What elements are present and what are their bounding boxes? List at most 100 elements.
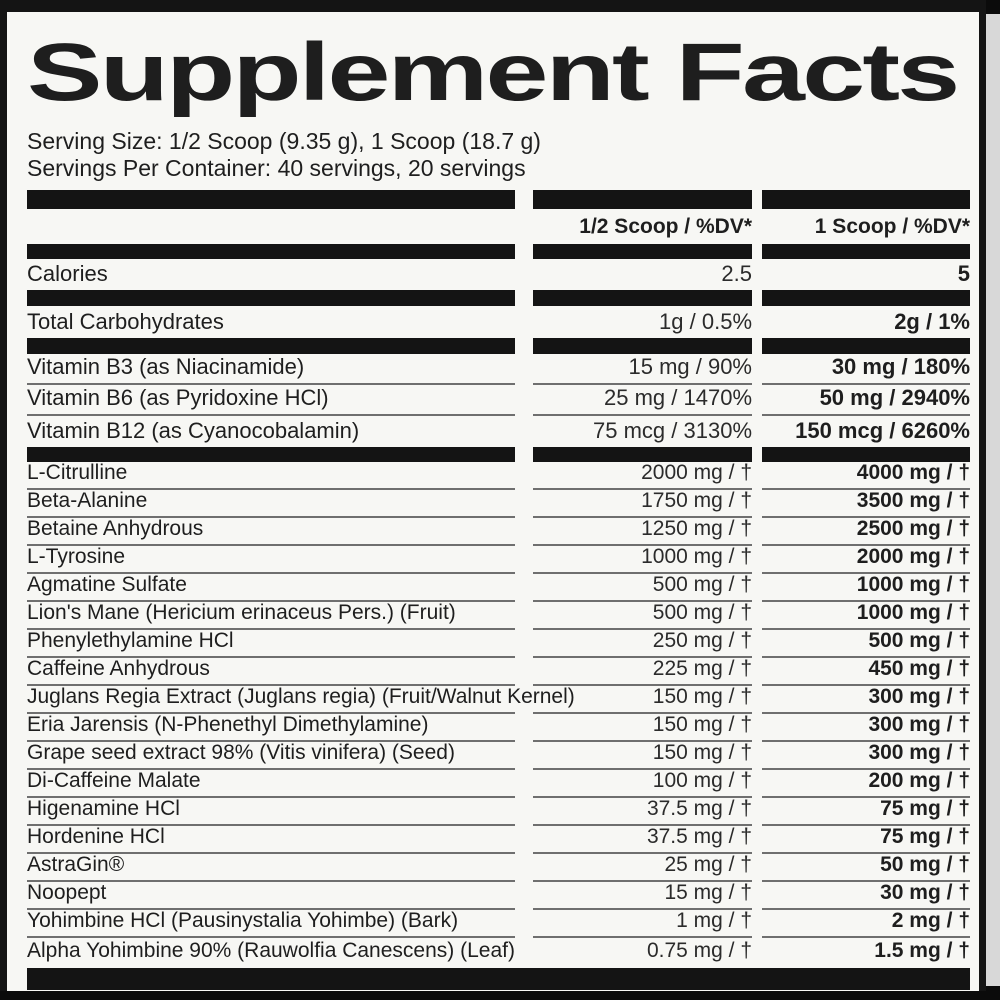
one-scoop-value: 300 mg / † xyxy=(762,713,970,742)
ingredient-name: Agmatine Sulfate xyxy=(27,573,515,602)
ingredient-name: Hordenine HCl xyxy=(27,825,515,854)
ingredient-name: Beta-Alanine xyxy=(27,489,515,518)
ingredient-name: AstraGin® xyxy=(27,853,515,882)
half-scoop-value: 100 mg / † xyxy=(533,769,752,798)
half-scoop-value: 0.75 mg / † xyxy=(646,939,752,962)
ingredient-name: Di-Caffeine Malate xyxy=(27,769,515,798)
row-calories: Calories 2.5 5 xyxy=(27,259,970,290)
one-scoop-value: 2 mg / † xyxy=(762,909,970,938)
divider-segment xyxy=(533,447,752,462)
ingredient-row: Phenylethylamine HCl 250 mg / † 500 mg /… xyxy=(27,629,970,658)
one-scoop-value: 4000 mg / † xyxy=(762,461,970,490)
ingredient-row: Eria Jarensis (N-Phenethyl Dimethylamine… xyxy=(27,713,970,742)
half-scoop-value: 2.5 xyxy=(721,261,752,286)
ingredient-name: Lion's Mane (Hericium erinaceus Pers.) (… xyxy=(27,601,515,630)
ingredient-row: L-Tyrosine 1000 mg / † 2000 mg / † xyxy=(27,545,970,574)
divider-segment xyxy=(762,290,970,306)
column-header-one-scoop: 1 Scoop / %DV* xyxy=(814,215,970,238)
ingredient-row: Grape seed extract 98% (Vitis vinifera) … xyxy=(27,741,970,770)
one-scoop-value: 30 mg / † xyxy=(762,881,970,910)
divider-segment xyxy=(762,190,970,209)
bottom-divider xyxy=(27,968,970,990)
ingredient-row: Higenamine HCl 37.5 mg / † 75 mg / † xyxy=(27,797,970,826)
ingredient-row: Beta-Alanine 1750 mg / † 3500 mg / † xyxy=(27,489,970,518)
one-scoop-value: 1000 mg / † xyxy=(762,601,970,630)
ingredient-name: Eria Jarensis (N-Phenethyl Dimethylamine… xyxy=(27,713,515,742)
half-scoop-value: 1750 mg / † xyxy=(533,489,752,518)
half-scoop-value: 500 mg / † xyxy=(533,573,752,602)
divider-segment xyxy=(533,290,752,306)
one-scoop-value: 75 mg / † xyxy=(762,797,970,826)
serving-size: Serving Size: 1/2 Scoop (9.35 g), 1 Scoo… xyxy=(27,128,541,154)
half-scoop-value: 2000 mg / † xyxy=(533,461,752,490)
one-scoop-value: 2000 mg / † xyxy=(762,545,970,574)
column-header-half-scoop: 1/2 Scoop / %DV* xyxy=(579,215,752,238)
divider-segment xyxy=(762,447,970,462)
column-header-row: 1/2 Scoop / %DV* 1 Scoop / %DV* xyxy=(27,209,970,244)
divider-segment xyxy=(27,290,515,306)
one-scoop-value: 50 mg / 2940% xyxy=(762,385,970,416)
ingredient-row: Juglans Regia Extract (Juglans regia) (F… xyxy=(27,685,970,714)
half-scoop-value: 150 mg / † xyxy=(533,741,752,770)
ingredient-name: L-Citrulline xyxy=(27,461,515,490)
one-scoop-value: 50 mg / † xyxy=(762,853,970,882)
divider-segment xyxy=(533,338,752,354)
divider-segment xyxy=(27,338,515,354)
ingredient-row: Noopept 15 mg / † 30 mg / † xyxy=(27,881,970,910)
ingredient-name: L-Tyrosine xyxy=(27,545,515,574)
half-scoop-value: 1000 mg / † xyxy=(533,545,752,574)
one-scoop-value: 75 mg / † xyxy=(762,825,970,854)
half-scoop-value: 15 mg / 90% xyxy=(533,354,752,385)
divider-segment xyxy=(533,190,752,209)
ingredient-name: Caffeine Anhydrous xyxy=(27,657,515,686)
one-scoop-value: 1000 mg / † xyxy=(762,573,970,602)
nutrient-name: Vitamin B12 (as Cyanocobalamin) xyxy=(27,418,360,443)
ingredient-row: Yohimbine HCl (Pausinystalia Yohimbe) (B… xyxy=(27,909,970,938)
half-scoop-value: 250 mg / † xyxy=(533,629,752,658)
one-scoop-value: 1.5 mg / † xyxy=(874,939,970,962)
section-divider xyxy=(27,338,970,354)
nutrient-name: Total Carbohydrates xyxy=(27,309,224,334)
half-scoop-value: 37.5 mg / † xyxy=(533,797,752,826)
one-scoop-value: 300 mg / † xyxy=(762,741,970,770)
one-scoop-value: 450 mg / † xyxy=(762,657,970,686)
divider-segment xyxy=(27,244,515,259)
ingredient-name: Yohimbine HCl (Pausinystalia Yohimbe) (B… xyxy=(27,909,515,938)
half-scoop-value: 25 mg / † xyxy=(533,853,752,882)
row-total-carbohydrates: Total Carbohydrates 1g / 0.5% 2g / 1% xyxy=(27,306,970,338)
one-scoop-value: 150 mcg / 6260% xyxy=(795,418,970,443)
ingredient-name: Betaine Anhydrous xyxy=(27,517,515,546)
ingredient-name: Grape seed extract 98% (Vitis vinifera) … xyxy=(27,741,515,770)
row-vitamin-b6: Vitamin B6 (as Pyridoxine HCl) 25 mg / 1… xyxy=(27,385,970,416)
half-scoop-value: 1g / 0.5% xyxy=(659,309,752,334)
one-scoop-value: 300 mg / † xyxy=(762,685,970,714)
nutrient-name: Calories xyxy=(27,261,108,286)
ingredient-row: Di-Caffeine Malate 100 mg / † 200 mg / † xyxy=(27,769,970,798)
ingredient-name: Juglans Regia Extract (Juglans regia) (F… xyxy=(27,685,575,714)
ingredient-name: Noopept xyxy=(27,881,515,910)
ingredient-row: AstraGin® 25 mg / † 50 mg / † xyxy=(27,853,970,882)
ingredient-row: Alpha Yohimbine 90% (Rauwolfia Canescens… xyxy=(27,938,970,966)
one-scoop-value: 5 xyxy=(957,261,970,286)
ingredient-name: Higenamine HCl xyxy=(27,797,515,826)
divider-segment xyxy=(27,190,515,209)
ingredient-row: Caffeine Anhydrous 225 mg / † 450 mg / † xyxy=(27,657,970,686)
ingredient-name: Phenylethylamine HCl xyxy=(27,629,515,658)
servings-per-container: Servings Per Container: 40 servings, 20 … xyxy=(27,155,526,181)
one-scoop-value: 200 mg / † xyxy=(762,769,970,798)
one-scoop-value: 3500 mg / † xyxy=(762,489,970,518)
divider-segment xyxy=(533,244,752,259)
half-scoop-value: 75 mcg / 3130% xyxy=(593,418,752,443)
ingredient-row: Hordenine HCl 37.5 mg / † 75 mg / † xyxy=(27,825,970,854)
divider-segment xyxy=(762,338,970,354)
section-divider xyxy=(27,290,970,306)
half-scoop-value: 25 mg / 1470% xyxy=(533,385,752,416)
half-scoop-value: 225 mg / † xyxy=(533,657,752,686)
one-scoop-value: 2500 mg / † xyxy=(762,517,970,546)
scan-edge-strip xyxy=(986,14,1000,986)
section-divider xyxy=(27,447,970,462)
column-header-spacer xyxy=(27,209,515,244)
row-vitamin-b12: Vitamin B12 (as Cyanocobalamin) 75 mcg /… xyxy=(27,416,970,447)
